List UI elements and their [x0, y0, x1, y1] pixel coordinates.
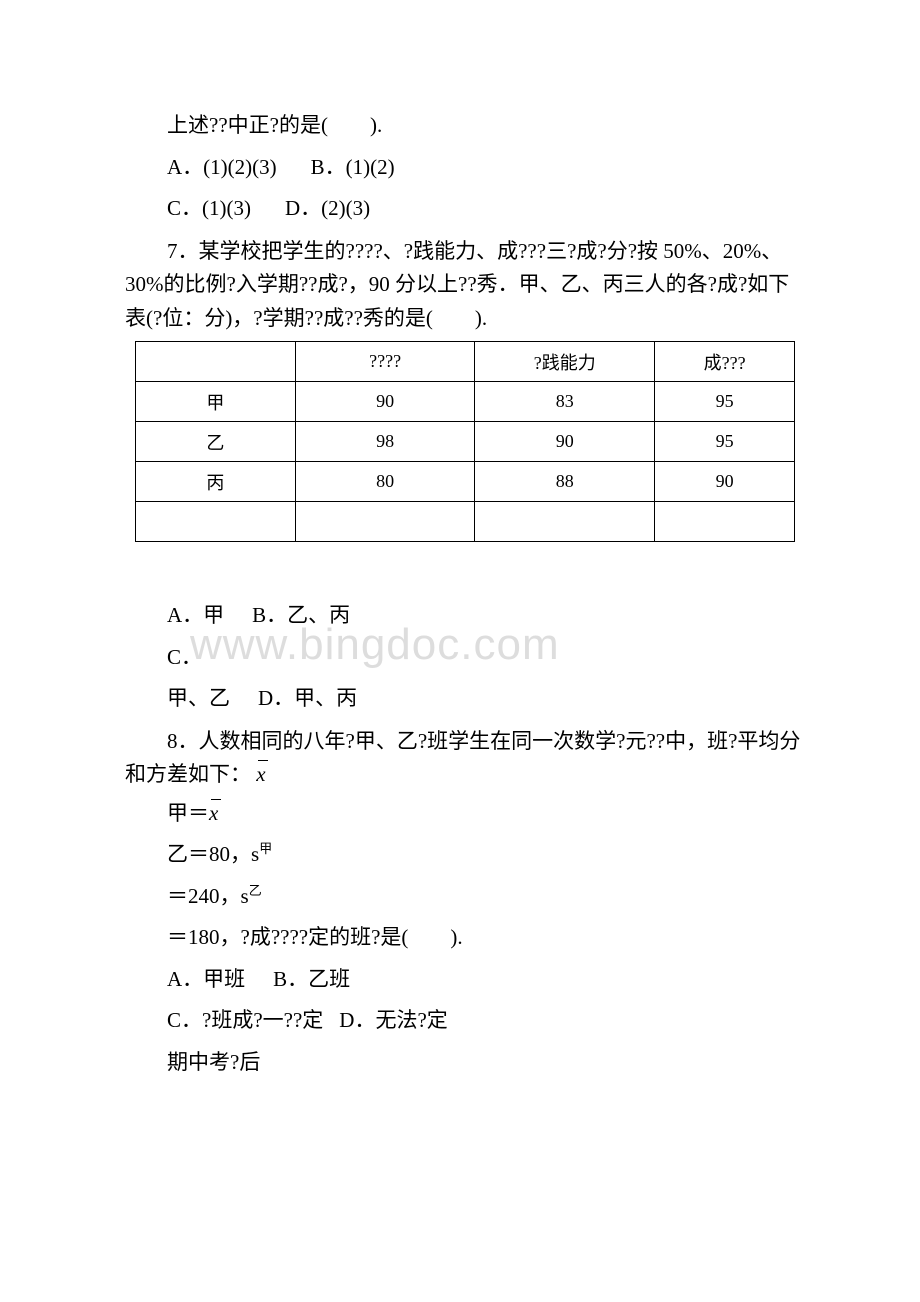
q8-line3-text: ＝240，s	[167, 884, 249, 908]
q7-opt-d: D．甲、丙	[258, 686, 357, 710]
q6-opt-b: B．(1)(2)	[311, 155, 395, 179]
q6-opt-c: C．(1)(3)	[167, 196, 251, 220]
table-row: 甲 90 83 95	[136, 382, 795, 422]
q8-line4: ＝180，?成????定的班?是( ).	[125, 922, 810, 954]
q8-sup2: 乙	[249, 883, 262, 898]
table-cell: 80	[295, 462, 475, 502]
q8-line3: ＝240，s乙	[125, 881, 810, 913]
table-row: 乙 98 90 95	[136, 422, 795, 462]
q8-line1: 甲＝x	[125, 798, 810, 830]
q8-opt-a: A．甲班	[167, 967, 245, 991]
table-cell	[295, 502, 475, 542]
q7-opt-c2: 甲、乙	[167, 686, 230, 710]
q8-xbar: x	[256, 762, 265, 786]
q8-stem-text: 8．人数相同的八年?甲、乙?班学生在同一次数学?元??中，班?平均分和方差如下：	[125, 729, 800, 787]
q7-opt-c: C．	[125, 642, 810, 674]
table-row: 丙 80 88 90	[136, 462, 795, 502]
q7-opt-a: A．甲	[167, 603, 224, 627]
q8-opt-d: D．无法?定	[339, 1008, 448, 1032]
table-cell: 88	[475, 462, 655, 502]
table-cell: 90	[295, 382, 475, 422]
table-cell: 83	[475, 382, 655, 422]
q8-xbar2: x	[209, 801, 218, 825]
table-header: ????	[295, 342, 475, 382]
q6-opts-line1: A．(1)(2)(3) B．(1)(2)	[125, 152, 810, 184]
q8-stem: 8．人数相同的八年?甲、乙?班学生在同一次数学?元??中，班?平均分和方差如下：…	[125, 725, 810, 792]
table-cell	[655, 502, 795, 542]
q6-opt-d: D．(2)(3)	[285, 196, 370, 220]
table-cell: 95	[655, 382, 795, 422]
q7-stem: 7．某学校把学生的????、?践能力、成???三?成?分?按 50%、20%、3…	[125, 235, 810, 336]
table-cell: 乙	[136, 422, 296, 462]
table-header: 成???	[655, 342, 795, 382]
q8-line1a: 甲＝	[167, 801, 209, 825]
table-cell	[475, 502, 655, 542]
table-cell: 丙	[136, 462, 296, 502]
q8-opts-line2: C．?班成?一??定 D．无法?定	[125, 1005, 810, 1037]
table-cell: 95	[655, 422, 795, 462]
q7-table: ???? ?践能力 成??? 甲 90 83 95 乙 98 90 95 丙 8…	[135, 341, 795, 542]
q6-opts-line2: C．(1)(3) D．(2)(3)	[125, 193, 810, 225]
q7-opt-b: B．乙、丙	[252, 603, 350, 627]
q8-opts-line1: A．甲班 B．乙班	[125, 964, 810, 996]
q8-opt-c: C．?班成?一??定	[167, 1008, 323, 1032]
q8-line2-text: 乙＝80，s	[167, 842, 259, 866]
table-row: ???? ?践能力 成???	[136, 342, 795, 382]
q7-opts-line3: 甲、乙 D．甲、丙	[125, 683, 810, 715]
q8-trailing: 期中考?后	[125, 1047, 810, 1079]
q8-line2: 乙＝80，s甲	[125, 839, 810, 871]
table-header	[136, 342, 296, 382]
q8-opt-b: B．乙班	[273, 967, 350, 991]
table-cell	[136, 502, 296, 542]
table-header: ?践能力	[475, 342, 655, 382]
q6-opt-a: A．(1)(2)(3)	[167, 155, 277, 179]
table-cell: 甲	[136, 382, 296, 422]
q7-opts-line1: A．甲 B．乙、丙	[125, 600, 810, 632]
q8-sup1: 甲	[259, 841, 272, 856]
table-cell: 90	[475, 422, 655, 462]
table-row	[136, 502, 795, 542]
q6-stem: 上述??中正?的是( ).	[125, 110, 810, 142]
table-cell: 98	[295, 422, 475, 462]
table-cell: 90	[655, 462, 795, 502]
